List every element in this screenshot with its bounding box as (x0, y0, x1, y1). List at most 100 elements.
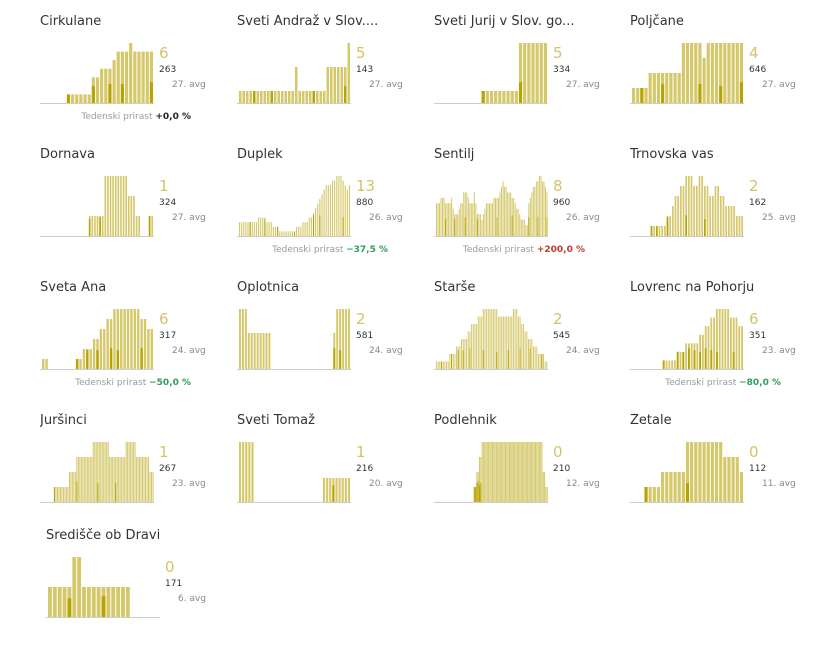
bar (736, 216, 738, 236)
bar (92, 442, 94, 502)
bar (537, 181, 539, 236)
bar (88, 457, 90, 502)
bar (661, 472, 665, 502)
total-value: 317 (159, 331, 176, 341)
bar (681, 43, 685, 103)
bar-highlight (496, 352, 498, 369)
chart-title: Sveta Ana (40, 280, 107, 295)
bar (498, 91, 502, 103)
bar (109, 176, 112, 236)
bar (91, 216, 94, 236)
chart-svg: 0 210 12. avg (434, 442, 600, 503)
bar (531, 442, 533, 502)
chart-title: Dornava (40, 147, 95, 162)
bar (475, 203, 477, 236)
bar (481, 316, 483, 369)
bar (538, 442, 540, 502)
bar (474, 324, 476, 369)
bar-highlight (640, 88, 644, 103)
total-value: 581 (356, 331, 373, 341)
bar-highlight (53, 487, 55, 502)
bar (133, 442, 135, 502)
bar (496, 197, 498, 236)
bar (107, 176, 109, 236)
bar (121, 587, 125, 617)
bar (137, 51, 141, 103)
bar (109, 457, 111, 502)
bar (506, 91, 510, 103)
chart-svg: 6 351 23. avg Tedenski prirast −80,0 % (630, 309, 796, 388)
bar-highlight (656, 226, 658, 236)
bar (95, 442, 97, 502)
bar (116, 51, 120, 103)
bar (345, 309, 348, 369)
bar (243, 222, 245, 236)
bar (135, 216, 138, 236)
big-number: 5 (356, 44, 366, 62)
bar (459, 346, 461, 369)
total-value: 216 (356, 464, 373, 474)
bar (712, 196, 714, 236)
chart-panel: Cirkulane 6 263 27. avg Tedenski prirast +0,… (40, 14, 230, 134)
bar (534, 442, 536, 502)
bar (111, 587, 116, 617)
bar (677, 472, 681, 502)
bar (492, 203, 493, 236)
bar (263, 91, 266, 103)
chart-title: Žetale (630, 413, 672, 428)
chart-svg: 0 112 11. avg (630, 442, 796, 503)
bar (466, 339, 468, 369)
bar (532, 186, 534, 236)
bar (707, 326, 710, 369)
bar (281, 91, 284, 103)
bar (674, 196, 677, 236)
bar (150, 329, 153, 369)
bar (79, 359, 82, 369)
bar (123, 309, 126, 369)
bar-highlight (546, 217, 548, 236)
bar-highlight (481, 91, 485, 103)
bar (539, 354, 541, 369)
bar (121, 457, 123, 502)
bar (721, 309, 724, 369)
big-number: 0 (749, 443, 759, 461)
bar (521, 324, 523, 369)
chart-svg: 6 317 24. avg Tedenski prirast −50,0 % (40, 309, 206, 388)
bar (336, 176, 338, 236)
total-value: 334 (553, 65, 570, 75)
bar (527, 43, 531, 103)
bar (296, 226, 298, 236)
bar (632, 88, 636, 103)
bar (330, 67, 333, 103)
bar (241, 222, 243, 236)
bar (326, 67, 329, 103)
bar (115, 457, 117, 502)
bar (494, 91, 498, 103)
bar-highlight (537, 217, 539, 236)
bar-highlight (108, 84, 112, 103)
bar (479, 214, 481, 236)
bar (125, 176, 127, 236)
bar (731, 43, 735, 103)
bar (505, 186, 507, 236)
bar (247, 333, 250, 369)
bar (131, 442, 133, 502)
bar (497, 442, 499, 502)
bar-highlight (518, 82, 523, 103)
bar (249, 91, 252, 103)
chart-svg: 1 216 20. avg (237, 442, 403, 503)
bar (490, 442, 492, 502)
bar (685, 43, 690, 103)
bar-highlight (661, 84, 665, 103)
bar (544, 472, 546, 502)
bar (723, 457, 727, 502)
bar (112, 457, 114, 502)
bar-highlight (480, 483, 482, 502)
bar (464, 192, 466, 236)
bar (449, 354, 451, 369)
chart-panel: Juršinci 1 267 23. avg (40, 413, 230, 533)
bar (106, 587, 111, 617)
date-label: 12. avg (566, 479, 600, 489)
bar (735, 43, 739, 103)
bar (680, 186, 682, 236)
